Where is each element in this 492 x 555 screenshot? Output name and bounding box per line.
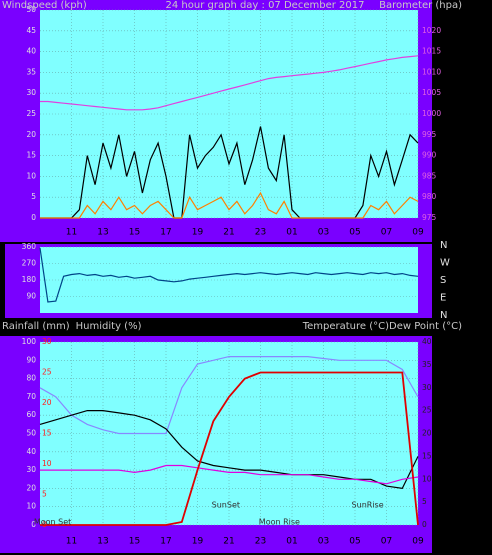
y-tick-label: 270	[22, 259, 37, 268]
x-tick-label: 17	[160, 228, 171, 238]
x-tick-label: 03	[318, 228, 329, 238]
y-tick-label: 20	[26, 483, 36, 492]
x-tick-label: 09	[412, 537, 424, 547]
x-tick-label: 11	[66, 537, 77, 547]
y2-tick-label: N	[440, 240, 447, 251]
annotation: SunRise	[352, 501, 384, 510]
y-tick-label: 70	[26, 392, 36, 401]
series-line	[40, 464, 419, 485]
y3-tick-label: 10	[42, 459, 52, 468]
y3-tick-label: 25	[42, 368, 52, 377]
y2-tick-label: 0	[422, 520, 427, 529]
x-tick-label: 21	[223, 228, 234, 238]
y2-tick-label: 30	[422, 383, 432, 392]
annotation: Moon Rise	[259, 518, 300, 527]
y2-tick-label: 5	[422, 497, 427, 506]
y2-tick-label: 985	[422, 171, 437, 180]
x-tick-label: 01	[286, 228, 297, 238]
y-tick-label: 10	[26, 171, 36, 180]
annotation: Moon Set	[34, 518, 71, 527]
y2-tick-label: 20	[422, 429, 432, 438]
x-tick-label: 19	[192, 228, 204, 238]
series-line	[39, 356, 419, 435]
x-tick-label: 11	[66, 228, 77, 238]
x-tick-label: 13	[97, 228, 108, 238]
axis-label: Humidity (%)	[76, 321, 142, 332]
y-tick-label: 90	[26, 292, 36, 301]
axis-label: Temperature (°C)Dew Point (°C)	[302, 321, 462, 332]
y-tick-label: 10	[26, 502, 36, 511]
y-tick-label: 40	[26, 47, 36, 56]
y2-tick-label: 990	[422, 151, 437, 160]
y-tick-label: 20	[26, 130, 36, 139]
y-tick-label: 35	[26, 67, 36, 76]
y-tick-label: 15	[26, 151, 36, 160]
y3-tick-label: 20	[42, 398, 52, 407]
axis-label: Barometer (hpa)	[379, 0, 462, 11]
y-tick-label: 45	[26, 26, 36, 35]
y2-tick-label: N	[440, 310, 447, 321]
y2-tick-label: 10	[422, 474, 432, 483]
annotation: SunSet	[212, 501, 240, 510]
axis-label: Windspeed (kph)	[2, 0, 87, 11]
x-tick-label: 17	[160, 537, 171, 547]
y-tick-label: 180	[22, 275, 37, 284]
x-tick-label: 15	[129, 228, 140, 238]
y-tick-label: 90	[26, 355, 36, 364]
y2-tick-label: 1000	[422, 109, 441, 118]
y-tick-label: 50	[26, 5, 36, 14]
y2-tick-label: 975	[422, 213, 437, 222]
y2-tick-label: E	[440, 293, 446, 304]
x-tick-label: 21	[223, 537, 234, 547]
y2-tick-label: S	[440, 275, 446, 286]
x-tick-label: 03	[318, 537, 329, 547]
y-tick-label: 0	[31, 213, 36, 222]
axis-label: Rainfall (mm)	[2, 321, 70, 332]
y-tick-label: 60	[26, 410, 36, 419]
y-tick-label: 0	[31, 520, 36, 529]
y2-tick-label: 25	[422, 406, 432, 415]
x-tick-label: 05	[349, 537, 360, 547]
y2-tick-label: 1010	[422, 67, 441, 76]
x-tick-label: 15	[129, 537, 140, 547]
series-line	[40, 191, 419, 219]
y-tick-label: 5	[31, 192, 36, 201]
y2-tick-label: 35	[422, 360, 432, 369]
y2-tick-label: 1015	[422, 47, 441, 56]
y2-tick-label: W	[440, 258, 450, 269]
x-tick-label: 01	[286, 537, 297, 547]
x-tick-label: 23	[255, 537, 266, 547]
x-tick-label: 19	[192, 537, 204, 547]
y2-tick-label: 1020	[422, 26, 441, 35]
y3-tick-label: 15	[42, 429, 52, 438]
y-tick-label: 100	[22, 337, 37, 346]
chart-title: 24 hour graph day : 07 December 2017	[166, 0, 365, 11]
y2-tick-label: 40	[422, 337, 432, 346]
y-tick-label: 30	[26, 88, 36, 97]
x-tick-label: 23	[255, 228, 266, 238]
y-tick-label: 50	[26, 429, 36, 438]
y-tick-label: 80	[26, 374, 36, 383]
series-line	[39, 247, 419, 303]
y-tick-label: 40	[26, 447, 36, 456]
y2-tick-label: 980	[422, 192, 437, 201]
x-tick-label: 05	[349, 228, 360, 238]
series-line	[40, 371, 419, 526]
series-line	[40, 55, 419, 111]
y3-tick-label: 30	[42, 337, 52, 346]
y2-tick-label: 1005	[422, 88, 441, 97]
y3-tick-label: 5	[42, 490, 47, 499]
x-tick-label: 09	[412, 228, 424, 238]
x-tick-label: 13	[97, 537, 108, 547]
y2-tick-label: 995	[422, 130, 437, 139]
y-tick-label: 25	[26, 109, 36, 118]
x-tick-label: 07	[381, 228, 392, 238]
x-tick-label: 07	[381, 537, 392, 547]
y-tick-label: 360	[22, 242, 37, 251]
y2-tick-label: 15	[422, 451, 432, 460]
y-tick-label: 30	[26, 465, 36, 474]
